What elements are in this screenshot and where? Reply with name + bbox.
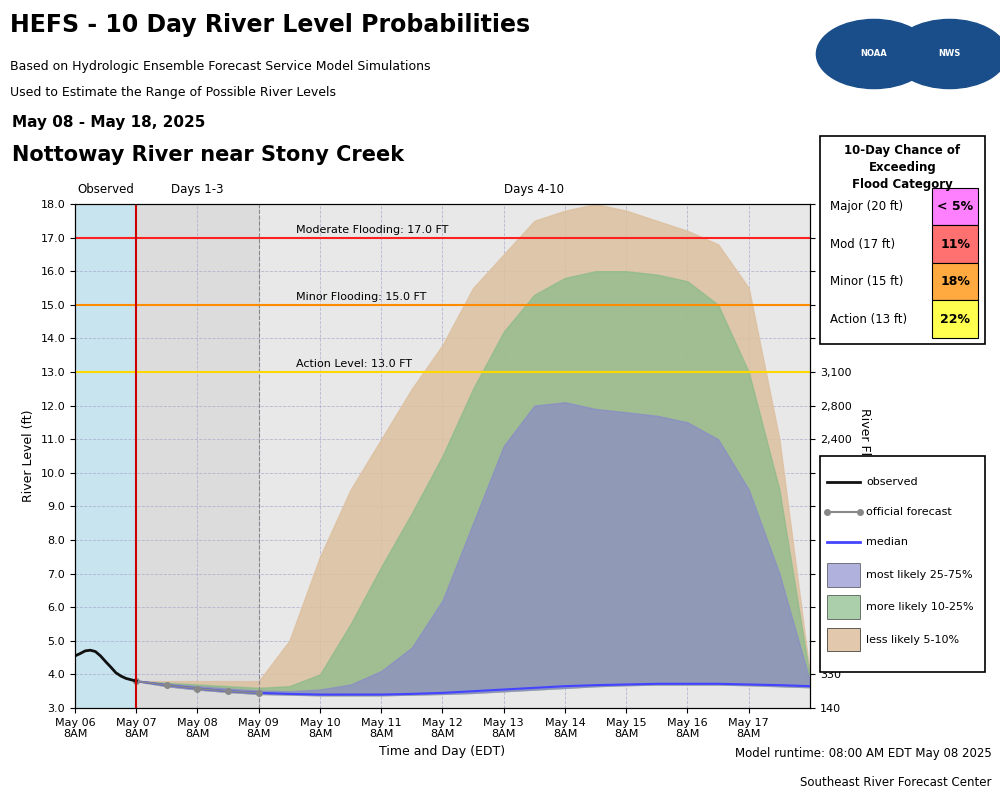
Text: Model runtime: 08:00 AM EDT May 08 2025: Model runtime: 08:00 AM EDT May 08 2025 bbox=[735, 746, 992, 760]
median bbox=[804, 682, 816, 691]
median bbox=[436, 688, 448, 698]
Text: Used to Estimate the Range of Possible River Levels: Used to Estimate the Range of Possible R… bbox=[10, 86, 336, 99]
Line: median: median bbox=[136, 681, 810, 694]
Text: most likely 25-75%: most likely 25-75% bbox=[866, 570, 973, 580]
Text: 10-Day Chance of
Exceeding
Flood Category: 10-Day Chance of Exceeding Flood Categor… bbox=[844, 144, 961, 191]
Text: Minor (15 ft): Minor (15 ft) bbox=[830, 275, 903, 288]
Text: 11%: 11% bbox=[940, 238, 970, 250]
Text: less likely 5-10%: less likely 5-10% bbox=[866, 634, 959, 645]
Text: Days 4-10: Days 4-10 bbox=[504, 183, 564, 197]
Text: Action Level: 13.0 FT: Action Level: 13.0 FT bbox=[296, 359, 412, 370]
official forecast bbox=[130, 676, 142, 686]
Text: May 08 - May 18, 2025: May 08 - May 18, 2025 bbox=[12, 114, 205, 130]
median bbox=[712, 679, 724, 689]
Text: 22%: 22% bbox=[940, 313, 970, 326]
X-axis label: Time and Day (EDT): Time and Day (EDT) bbox=[379, 745, 506, 758]
median bbox=[681, 679, 693, 689]
median bbox=[345, 690, 357, 699]
official forecast bbox=[222, 686, 234, 696]
median bbox=[253, 688, 265, 698]
Bar bbox=[136, 204, 259, 708]
Text: Action (13 ft): Action (13 ft) bbox=[830, 313, 907, 326]
median bbox=[161, 680, 173, 690]
median bbox=[559, 682, 571, 691]
Text: Based on Hydrologic Ensemble Forecast Service Model Simulations: Based on Hydrologic Ensemble Forecast Se… bbox=[10, 61, 430, 74]
observed bbox=[74, 649, 86, 658]
Text: NWS: NWS bbox=[938, 50, 961, 58]
Text: Days 1-3: Days 1-3 bbox=[171, 183, 224, 197]
official forecast bbox=[253, 688, 265, 698]
observed bbox=[84, 646, 96, 655]
Text: Nottoway River near Stony Creek: Nottoway River near Stony Creek bbox=[12, 146, 404, 166]
official forecast bbox=[161, 680, 173, 690]
observed bbox=[110, 668, 122, 678]
Y-axis label: River Flow (cfs): River Flow (cfs) bbox=[858, 408, 871, 504]
median bbox=[406, 689, 418, 698]
official forecast bbox=[191, 684, 204, 694]
median bbox=[773, 680, 785, 690]
observed bbox=[120, 674, 132, 683]
Text: Mod (17 ft): Mod (17 ft) bbox=[830, 238, 895, 250]
median bbox=[375, 690, 387, 699]
Bar bbox=[932, 226, 978, 263]
Text: Major (20 ft): Major (20 ft) bbox=[830, 200, 903, 214]
observed bbox=[100, 657, 112, 666]
Text: official forecast: official forecast bbox=[866, 507, 952, 517]
median bbox=[222, 686, 234, 696]
Line: observed: observed bbox=[75, 650, 136, 681]
Text: 18%: 18% bbox=[940, 275, 970, 288]
Text: Moderate Flooding: 17.0 FT: Moderate Flooding: 17.0 FT bbox=[296, 225, 448, 235]
median bbox=[651, 679, 663, 689]
median bbox=[528, 683, 540, 693]
observed bbox=[115, 671, 127, 681]
median bbox=[191, 684, 204, 694]
observed bbox=[69, 651, 81, 661]
observed bbox=[95, 651, 107, 661]
Line: official forecast: official forecast bbox=[133, 678, 262, 696]
median bbox=[314, 690, 326, 699]
median bbox=[620, 680, 632, 690]
observed bbox=[125, 675, 137, 685]
median bbox=[283, 689, 295, 698]
Text: Observed: Observed bbox=[77, 183, 134, 197]
Bar bbox=[259, 204, 810, 708]
Circle shape bbox=[816, 19, 932, 89]
Text: < 5%: < 5% bbox=[937, 200, 973, 214]
observed bbox=[79, 646, 91, 656]
Bar bbox=[932, 188, 978, 226]
median bbox=[743, 680, 755, 690]
median bbox=[467, 686, 479, 696]
Bar bbox=[932, 263, 978, 300]
Text: Minor Flooding: 15.0 FT: Minor Flooding: 15.0 FT bbox=[296, 292, 426, 302]
Bar bbox=[932, 300, 978, 338]
Bar bbox=[75, 204, 136, 708]
median bbox=[498, 685, 510, 694]
median bbox=[130, 676, 142, 686]
median bbox=[590, 680, 602, 690]
observed bbox=[89, 646, 101, 656]
Text: HEFS - 10 Day River Level Probabilities: HEFS - 10 Day River Level Probabilities bbox=[10, 13, 530, 37]
Text: observed: observed bbox=[866, 477, 918, 487]
observed bbox=[130, 676, 142, 686]
Circle shape bbox=[892, 19, 1000, 89]
Text: median: median bbox=[866, 538, 908, 547]
Text: more likely 10-25%: more likely 10-25% bbox=[866, 602, 974, 612]
Text: NOAA: NOAA bbox=[861, 50, 887, 58]
observed bbox=[105, 662, 117, 672]
Y-axis label: River Level (ft): River Level (ft) bbox=[22, 410, 35, 502]
Text: Southeast River Forecast Center: Southeast River Forecast Center bbox=[800, 775, 992, 789]
